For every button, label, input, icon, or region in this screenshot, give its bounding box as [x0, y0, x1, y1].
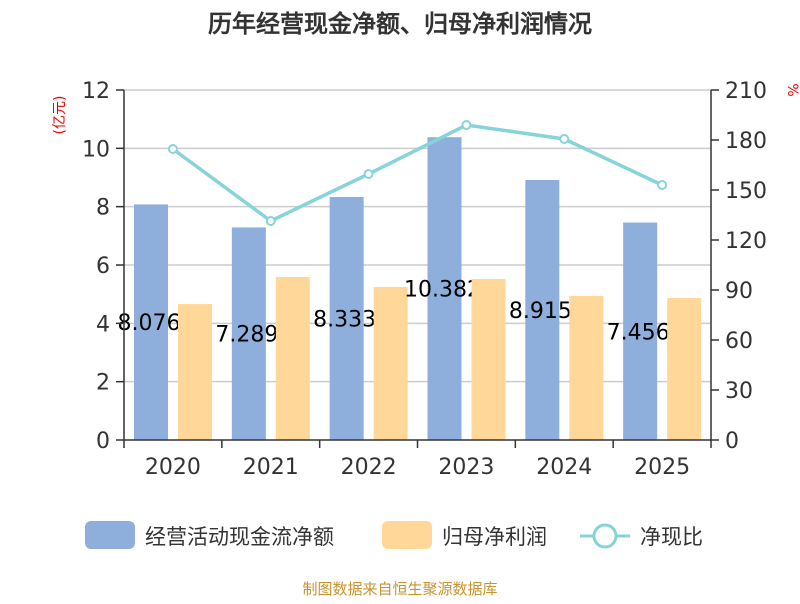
- point-ratio: [363, 169, 374, 179]
- x-tick-label: 2025: [634, 455, 690, 480]
- x-tick-label: 2021: [243, 455, 299, 480]
- right-tick-label: 150: [725, 179, 767, 204]
- point-ratio: [265, 216, 276, 226]
- left-tick-label: 12: [82, 79, 110, 104]
- right-tick-label: 0: [725, 429, 739, 454]
- legend-label-profit: 归母净利润: [442, 525, 547, 549]
- legend-label-ratio: 净现比: [640, 525, 703, 549]
- right-axis-unit: %: [784, 83, 800, 96]
- point-ratio: [657, 180, 668, 190]
- legend-label-cashflow: 经营活动现金流净额: [145, 525, 334, 549]
- bar-profit: [667, 297, 702, 440]
- x-tick-label: 2024: [536, 455, 592, 480]
- data-label-cashflow: 8.333: [313, 307, 376, 332]
- left-tick-label: 4: [96, 312, 110, 337]
- x-tick-label: 2023: [438, 455, 494, 480]
- left-tick-label: 2: [96, 371, 110, 396]
- data-label-cashflow: 7.289: [215, 323, 278, 348]
- right-tick-label: 30: [725, 379, 753, 404]
- line-ratio: [171, 123, 663, 224]
- left-tick-label: 8: [96, 196, 110, 221]
- bar-cashflow: [427, 137, 462, 441]
- x-tick-label: 2020: [145, 455, 201, 480]
- left-axis-unit: (亿元): [52, 96, 68, 135]
- legend-swatch-profit: [382, 521, 432, 549]
- chart-title: 历年经营现金净额、归母净利润情况: [208, 10, 592, 38]
- bar-cashflow: [623, 222, 658, 440]
- bar-profit: [275, 276, 310, 440]
- legend: 经营活动现金流净额 归母净利润 净现比: [85, 521, 703, 549]
- bar-cashflow: [231, 227, 266, 440]
- right-tick-label: 90: [725, 279, 753, 304]
- right-tick-label: 210: [725, 79, 767, 104]
- bar-profit: [373, 286, 408, 440]
- source-note: 制图数据来自恒生聚源数据库: [302, 580, 497, 598]
- data-label-cashflow: 10.382: [404, 278, 481, 303]
- left-tick-label: 0: [96, 429, 110, 454]
- point-ratio: [461, 120, 472, 130]
- bar-cashflow: [134, 204, 168, 440]
- bar-cashflow: [525, 179, 560, 440]
- bar-profit: [471, 279, 506, 440]
- right-tick-label: 120: [725, 229, 767, 254]
- legend-swatch-cashflow: [85, 521, 135, 549]
- bar-cashflow: [329, 196, 364, 440]
- right-tick-label: 60: [725, 329, 753, 354]
- left-tick-label: 10: [82, 137, 110, 162]
- data-label-cashflow: 8.076: [118, 311, 181, 336]
- right-tick-label: 180: [725, 129, 767, 154]
- legend-marker-ratio: [592, 523, 618, 549]
- data-label-cashflow: 7.456: [607, 320, 670, 345]
- x-tick-label: 2022: [341, 455, 397, 480]
- bar-profit: [178, 304, 212, 440]
- left-tick-label: 6: [96, 254, 110, 279]
- point-ratio: [167, 144, 178, 154]
- point-ratio: [559, 134, 570, 144]
- data-label-cashflow: 8.915: [509, 299, 572, 324]
- bar-profit: [569, 295, 604, 440]
